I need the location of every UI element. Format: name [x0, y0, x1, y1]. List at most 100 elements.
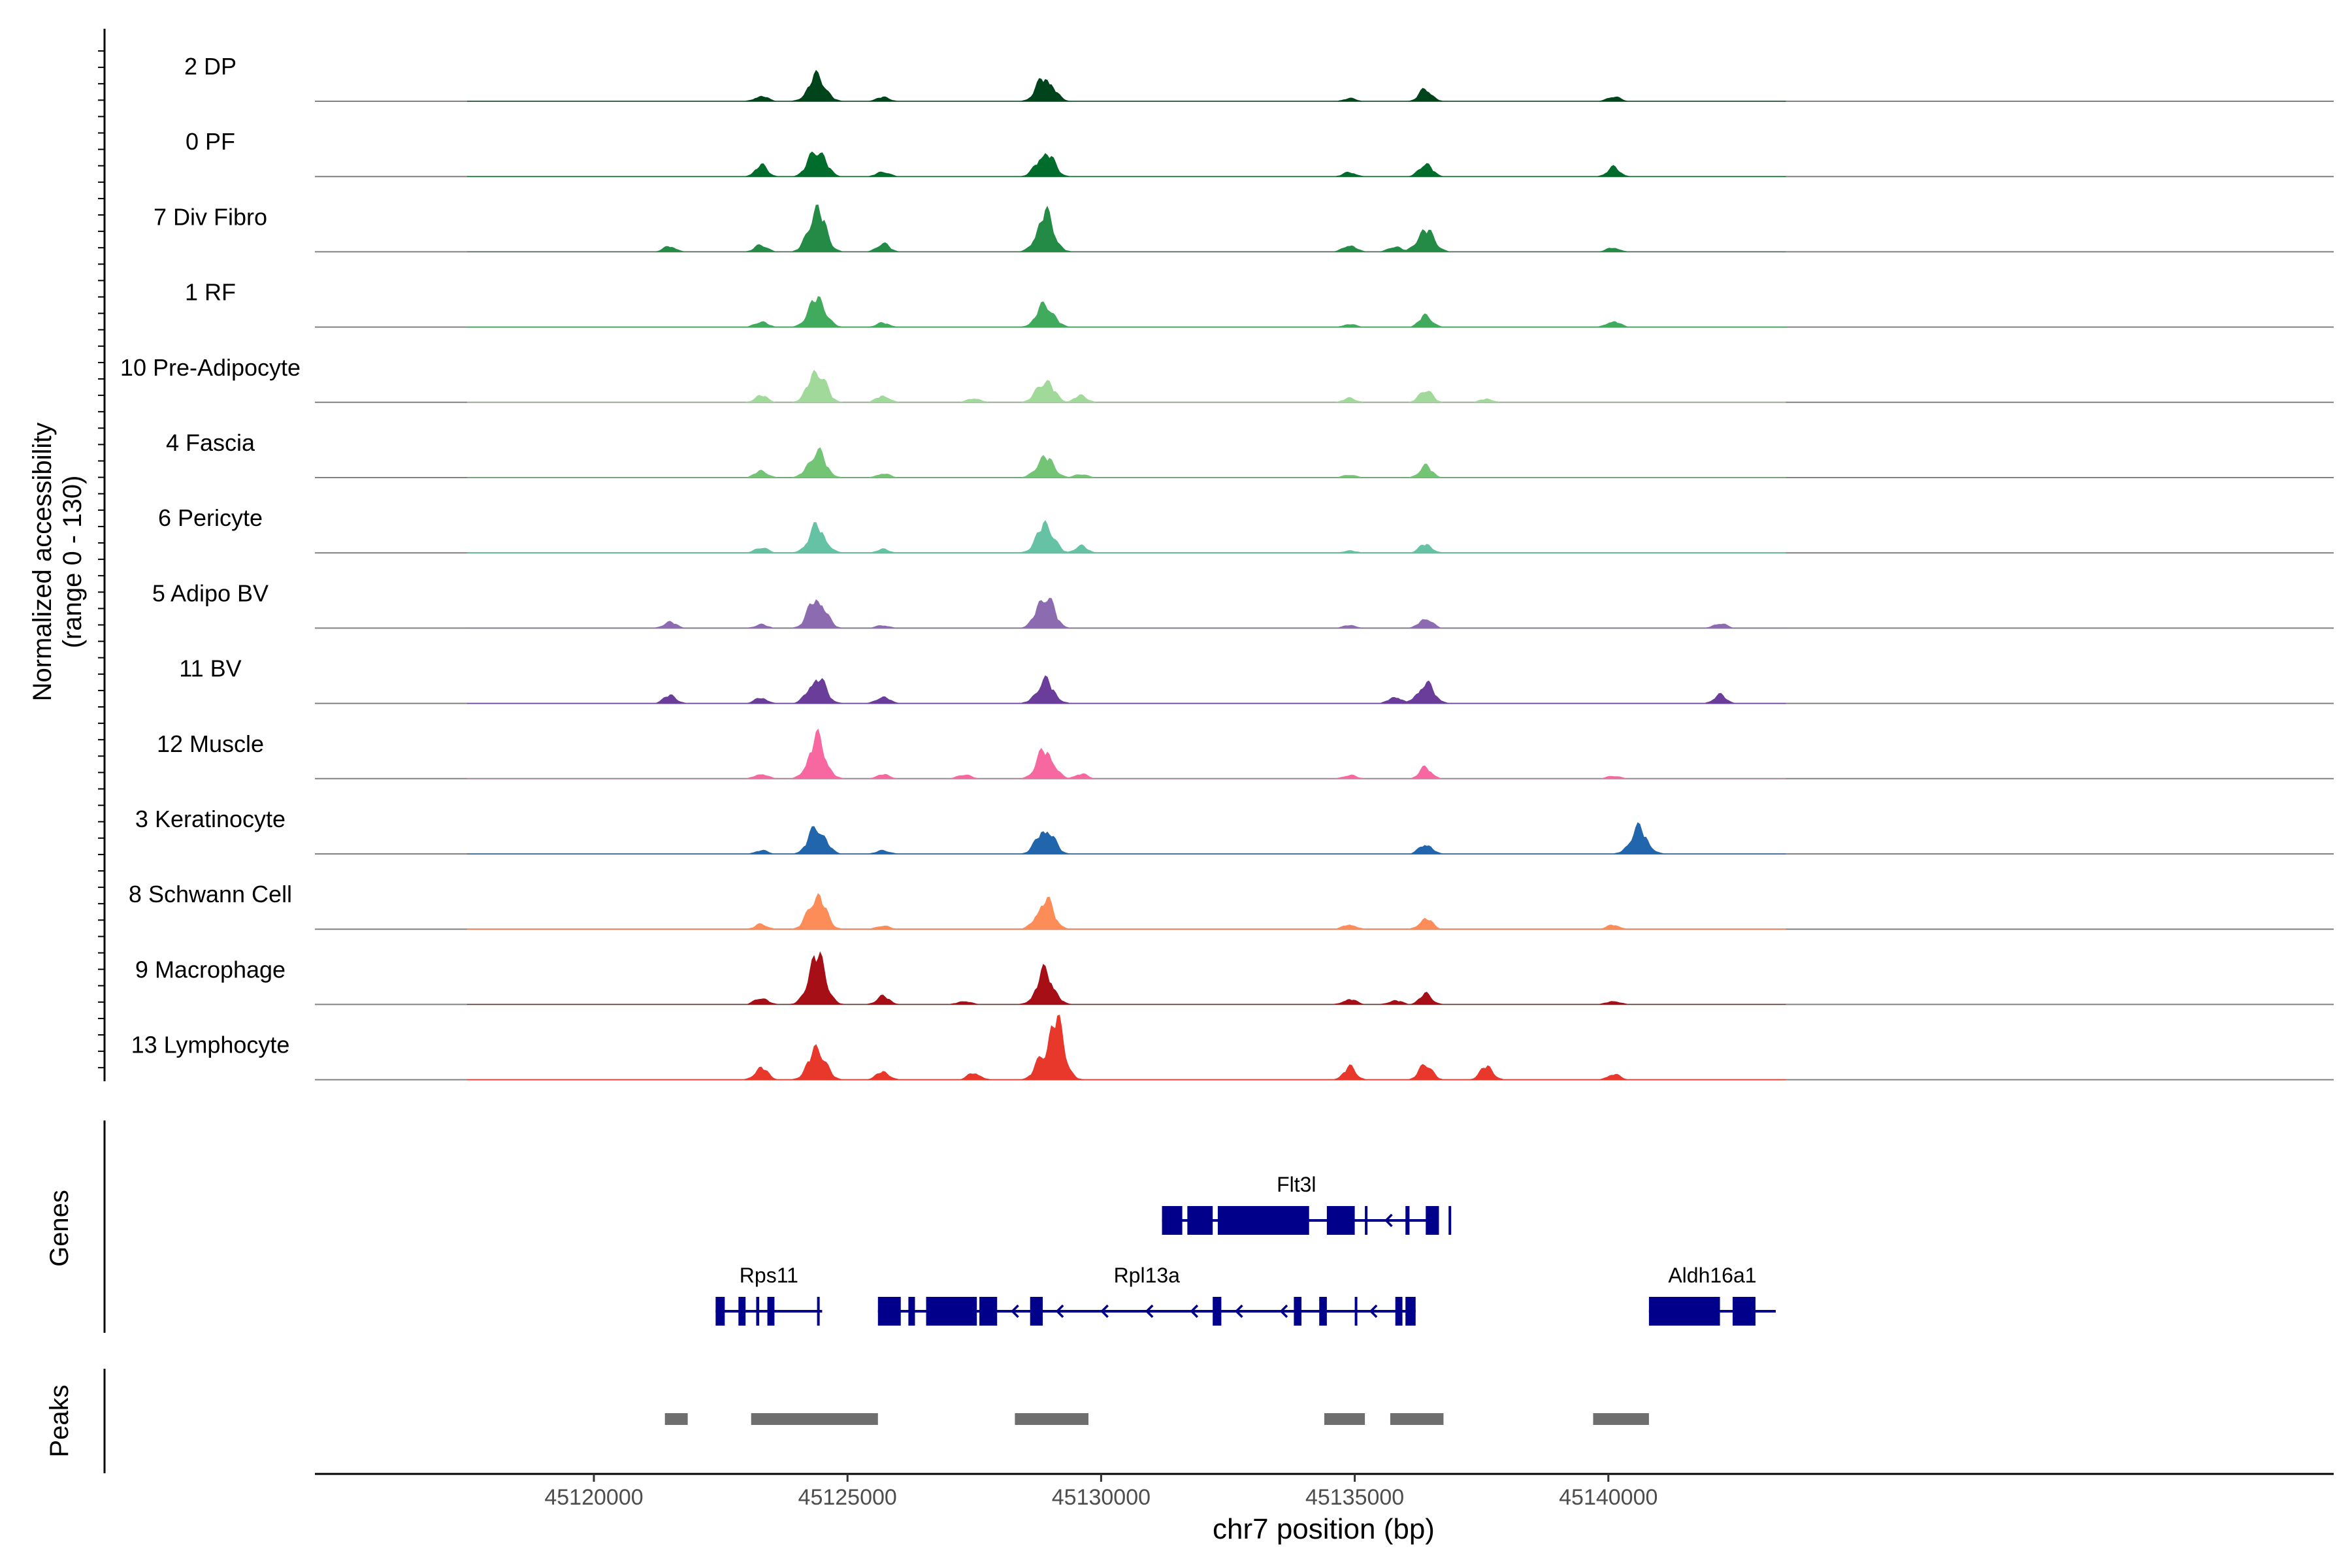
gene-exon — [1030, 1297, 1043, 1326]
track-label: 3 Keratinocyte — [135, 806, 286, 832]
track-label: 4 Fascia — [166, 429, 255, 456]
gene-exon — [979, 1297, 998, 1326]
gene-exon — [1365, 1206, 1368, 1235]
strand-arrow — [1369, 1304, 1378, 1318]
gene-model: Rpl13a — [877, 1264, 1416, 1326]
gene-exon — [1426, 1206, 1439, 1235]
strand-arrow — [1100, 1304, 1109, 1318]
gene-model: Rps11 — [715, 1264, 823, 1326]
gene-exon — [926, 1297, 977, 1326]
track-label: 12 Muscle — [157, 730, 264, 757]
coverage-area — [466, 1014, 1786, 1081]
peak-region — [751, 1413, 878, 1425]
track-label: 1 RF — [185, 279, 236, 306]
gene-exon — [1648, 1297, 1720, 1326]
gene-exon — [1213, 1297, 1222, 1326]
strand-arrow — [1145, 1304, 1154, 1318]
coverage-area — [466, 151, 1786, 177]
coverage-track: 2 DP — [184, 53, 2334, 102]
gene-exon — [1405, 1206, 1410, 1235]
strand-arrow — [1011, 1304, 1019, 1318]
coverage-area — [466, 69, 1786, 102]
track-label: 6 Pericyte — [158, 504, 263, 531]
gene-exon — [1354, 1297, 1358, 1326]
gene-exon — [1319, 1297, 1327, 1326]
gene-exon — [817, 1297, 820, 1326]
gene-label: Aldh16a1 — [1668, 1264, 1756, 1287]
gene-exon — [1326, 1206, 1355, 1235]
coverage-track: 7 Div Fibro — [154, 203, 2334, 253]
gene-label: Rps11 — [740, 1264, 798, 1287]
coverage-track: 1 RF — [185, 279, 2334, 328]
coverage-track: 6 Pericyte — [158, 504, 2334, 554]
coverage-area — [466, 520, 1786, 553]
track-label: 10 Pre-Adipocyte — [120, 354, 301, 381]
peak-region — [664, 1413, 688, 1425]
gene-exon — [1187, 1206, 1213, 1235]
x-axis: 45120000 45125000 45130000 45135000 45140000 — [315, 1473, 2334, 1510]
x-tick-label: 45130000 — [1052, 1485, 1151, 1510]
gene-model: Aldh16a1 — [1648, 1264, 1776, 1326]
peak-region — [1324, 1413, 1365, 1425]
gene-model: Flt3l — [1162, 1173, 1452, 1235]
peak-region — [1593, 1413, 1649, 1425]
track-label: 13 Lymphocyte — [131, 1032, 290, 1058]
gene-label: Rpl13a — [1114, 1264, 1181, 1287]
coverage-track: 8 Schwann Cell — [129, 881, 2334, 930]
genes-track: Flt3l Rps11 Rpl13a Aldh16a1 — [103, 1120, 1776, 1333]
gene-exon — [1217, 1206, 1309, 1235]
peaks-track-label: Peaks — [45, 1384, 74, 1457]
gene-exon — [756, 1297, 760, 1326]
gene-exon — [715, 1297, 725, 1326]
coverage-area — [466, 204, 1786, 252]
coverage-tracks: 2 DP 0 PF 7 Div Fibro 1 RF 10 Pre-Adipocyte 4… — [120, 53, 2334, 1081]
gene-exon — [1405, 1297, 1416, 1326]
y-axis-label-line1: Normalized accessibility — [28, 423, 57, 702]
genes-track-label: Genes — [45, 1190, 74, 1267]
coverage-area — [466, 892, 1786, 930]
peak-region — [1390, 1413, 1444, 1425]
gene-exon — [1294, 1297, 1302, 1326]
x-tick-label: 45125000 — [798, 1485, 897, 1510]
track-label: 5 Adipo BV — [152, 580, 269, 606]
coverage-area — [466, 728, 1786, 779]
track-label: 8 Schwann Cell — [129, 881, 292, 907]
gene-exon — [767, 1297, 775, 1326]
coverage-track: 12 Muscle — [157, 728, 2334, 779]
coverage-track: 3 Keratinocyte — [135, 806, 2334, 855]
strand-arrow — [1384, 1213, 1393, 1228]
gene-exon — [877, 1297, 901, 1326]
gene-exon — [738, 1297, 746, 1326]
track-label: 0 PF — [186, 128, 235, 155]
coverage-area — [466, 598, 1786, 629]
gene-exon — [908, 1297, 915, 1326]
coverage-track: 5 Adipo BV — [152, 580, 2334, 629]
strand-arrow — [1190, 1304, 1199, 1318]
x-tick-label: 45120000 — [544, 1485, 643, 1510]
coverage-track: 9 Macrophage — [135, 951, 2334, 1005]
gene-exon — [1448, 1206, 1452, 1235]
x-tick-label: 45140000 — [1559, 1485, 1658, 1510]
coverage-track: 10 Pre-Adipocyte — [120, 354, 2334, 403]
coverage-area — [466, 822, 1786, 855]
coverage-area — [466, 370, 1786, 403]
x-tick-label: 45135000 — [1305, 1485, 1404, 1510]
coverage-area — [466, 951, 1786, 1005]
coverage-area — [466, 296, 1786, 328]
coverage-y-axis — [98, 29, 106, 1081]
gene-exon — [1162, 1206, 1183, 1235]
coverage-area — [466, 447, 1786, 478]
y-axis-label-line2: (range 0 - 130) — [58, 476, 87, 649]
gene-label: Flt3l — [1277, 1173, 1316, 1196]
track-label: 9 Macrophage — [135, 956, 286, 983]
coverage-track: 11 BV — [179, 655, 2334, 704]
x-axis-label: chr7 position (bp) — [1213, 1513, 1435, 1545]
peaks-track — [103, 1369, 1649, 1473]
coverage-area — [466, 675, 1786, 704]
coverage-track: 4 Fascia — [166, 429, 2334, 478]
strand-arrow — [1279, 1304, 1288, 1318]
strand-arrow — [1234, 1304, 1243, 1318]
track-label: 11 BV — [179, 655, 241, 682]
